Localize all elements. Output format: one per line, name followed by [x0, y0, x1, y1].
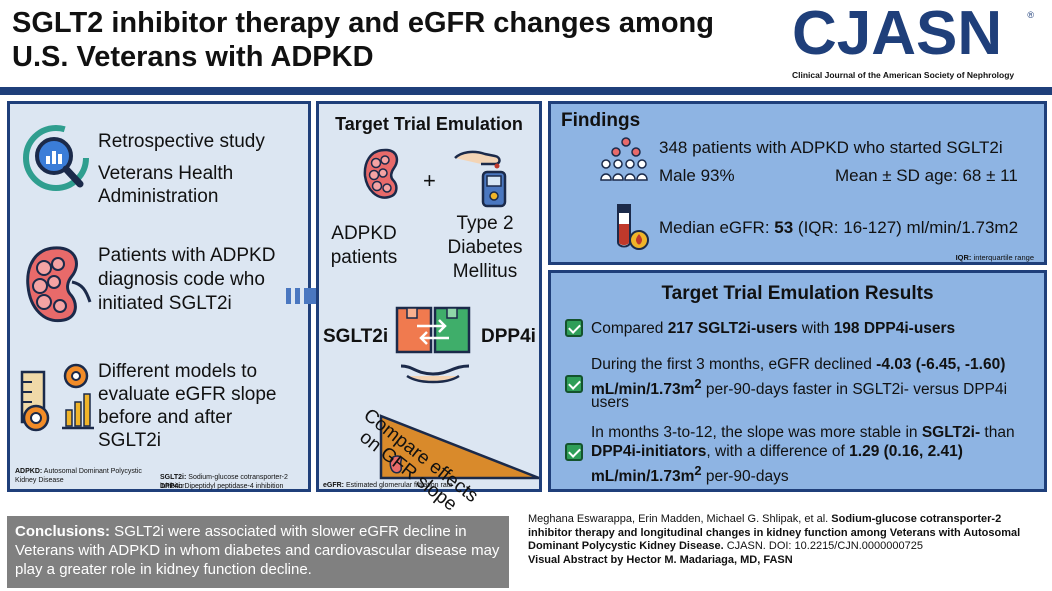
design-line: evaluate eGFR slope [98, 384, 277, 405]
cjasn-logo: CJASN ® Clinical Journal of the American… [790, 0, 1042, 86]
result-early-line: mL/min/1.73m2 per-90-days faster in SGLT… [591, 376, 1008, 399]
result-late-line: mL/min/1.73m2 per-90-days [591, 463, 789, 486]
design-line: initiated SGLT2i [98, 293, 232, 314]
arm-sglt2i-label: SGLT2i [323, 326, 389, 347]
footnote-egfr: eGFR: Estimated glomerular filtration ra… [323, 482, 453, 489]
design-line: Veterans Health [98, 163, 234, 184]
finding-male: Male 93% [659, 166, 735, 185]
result-comparison: Compared 217 SGLT2i-users with 198 DPP4i… [591, 320, 956, 337]
kidney-icon [363, 148, 399, 199]
finding-age: Mean ± SD age: 68 ± 11 [835, 166, 1018, 185]
footnote-sglt2i: SGLT2i: Sodium-glucose cotransporter-2 i… [160, 474, 288, 490]
design-line: diagnosis code who [98, 269, 265, 290]
findings-heading: Findings [561, 110, 641, 131]
design-line: Patients with ADPKD [98, 245, 276, 266]
finding-egfr: Median eGFR: 53 (IQR: 16-127) ml/min/1.7… [659, 218, 1019, 237]
arm-dpp4i-label: DPP4i [481, 326, 536, 347]
study-design-panel: Retrospective study Veterans Health Admi… [7, 101, 311, 492]
population-line: ADPKD [331, 223, 397, 244]
page-title: SGLT2 inhibitor therapy and eGFR changes… [12, 7, 714, 73]
conclusions-box: Conclusions: SGLT2i were associated with… [7, 516, 509, 588]
glucose-meter-icon [454, 150, 507, 208]
footnote-adpkd: ADPKD: Autosomal Dominant Polycystic Kid… [15, 468, 142, 484]
plus-sign: + [423, 168, 436, 193]
population-line: Type 2 [456, 213, 514, 234]
design-line: Different models to [98, 361, 258, 382]
results-heading: Target Trial Emulation Results [661, 283, 934, 304]
footnote-dpp4i: DPP4i: Dipeptidyl peptidase-4 inhibition [160, 483, 284, 490]
population-line: Mellitus [452, 261, 518, 282]
measurement-tools-icon [20, 363, 94, 432]
logo-registered-mark: ® [1027, 10, 1034, 20]
population-line: Diabetes [447, 237, 523, 258]
design-line: Retrospective study [98, 131, 265, 152]
logo-subtitle: Clinical Journal of the American Society… [792, 70, 1015, 80]
results-panel: Target Trial Emulation Results Compared … [548, 270, 1047, 492]
logo-text: CJASN [792, 0, 1003, 68]
design-line: before and after [98, 407, 233, 428]
target-trial-panel: Target Trial Emulation + ADPKD patients … [316, 101, 542, 516]
design-line: SGLT2i [98, 430, 162, 451]
magnifier-chart-icon [23, 125, 89, 191]
people-group-icon [600, 137, 648, 181]
result-early-line: users [591, 394, 629, 411]
findings-panel: Findings 348 patients with ADPKD who sta… [548, 101, 1047, 265]
footnote-iqr: IQR: interquartile range [955, 253, 1034, 262]
check-icon [565, 375, 583, 393]
blood-tube-icon [617, 204, 649, 250]
design-line: Administration [98, 186, 219, 207]
citation: Meghana Eswarappa, Erin Madden, Michael … [528, 513, 1021, 566]
check-icon [565, 319, 583, 337]
finding-patients: 348 patients with ADPKD who started SGLT… [659, 138, 1003, 157]
compare-boxes-icon [395, 306, 471, 384]
gfr-slope-ramp-icon [379, 414, 540, 480]
emulation-heading: Target Trial Emulation [335, 114, 523, 134]
result-late-line: In months 3-to-12, the slope was more st… [591, 424, 1015, 441]
header-divider [0, 87, 1052, 95]
result-late-line: DPP4i-initiators, with a difference of 1… [591, 443, 963, 460]
check-icon [565, 443, 583, 461]
result-early-line: During the first 3 months, eGFR declined… [591, 356, 1006, 373]
kidney-icon [26, 246, 92, 323]
population-line: patients [330, 247, 398, 268]
